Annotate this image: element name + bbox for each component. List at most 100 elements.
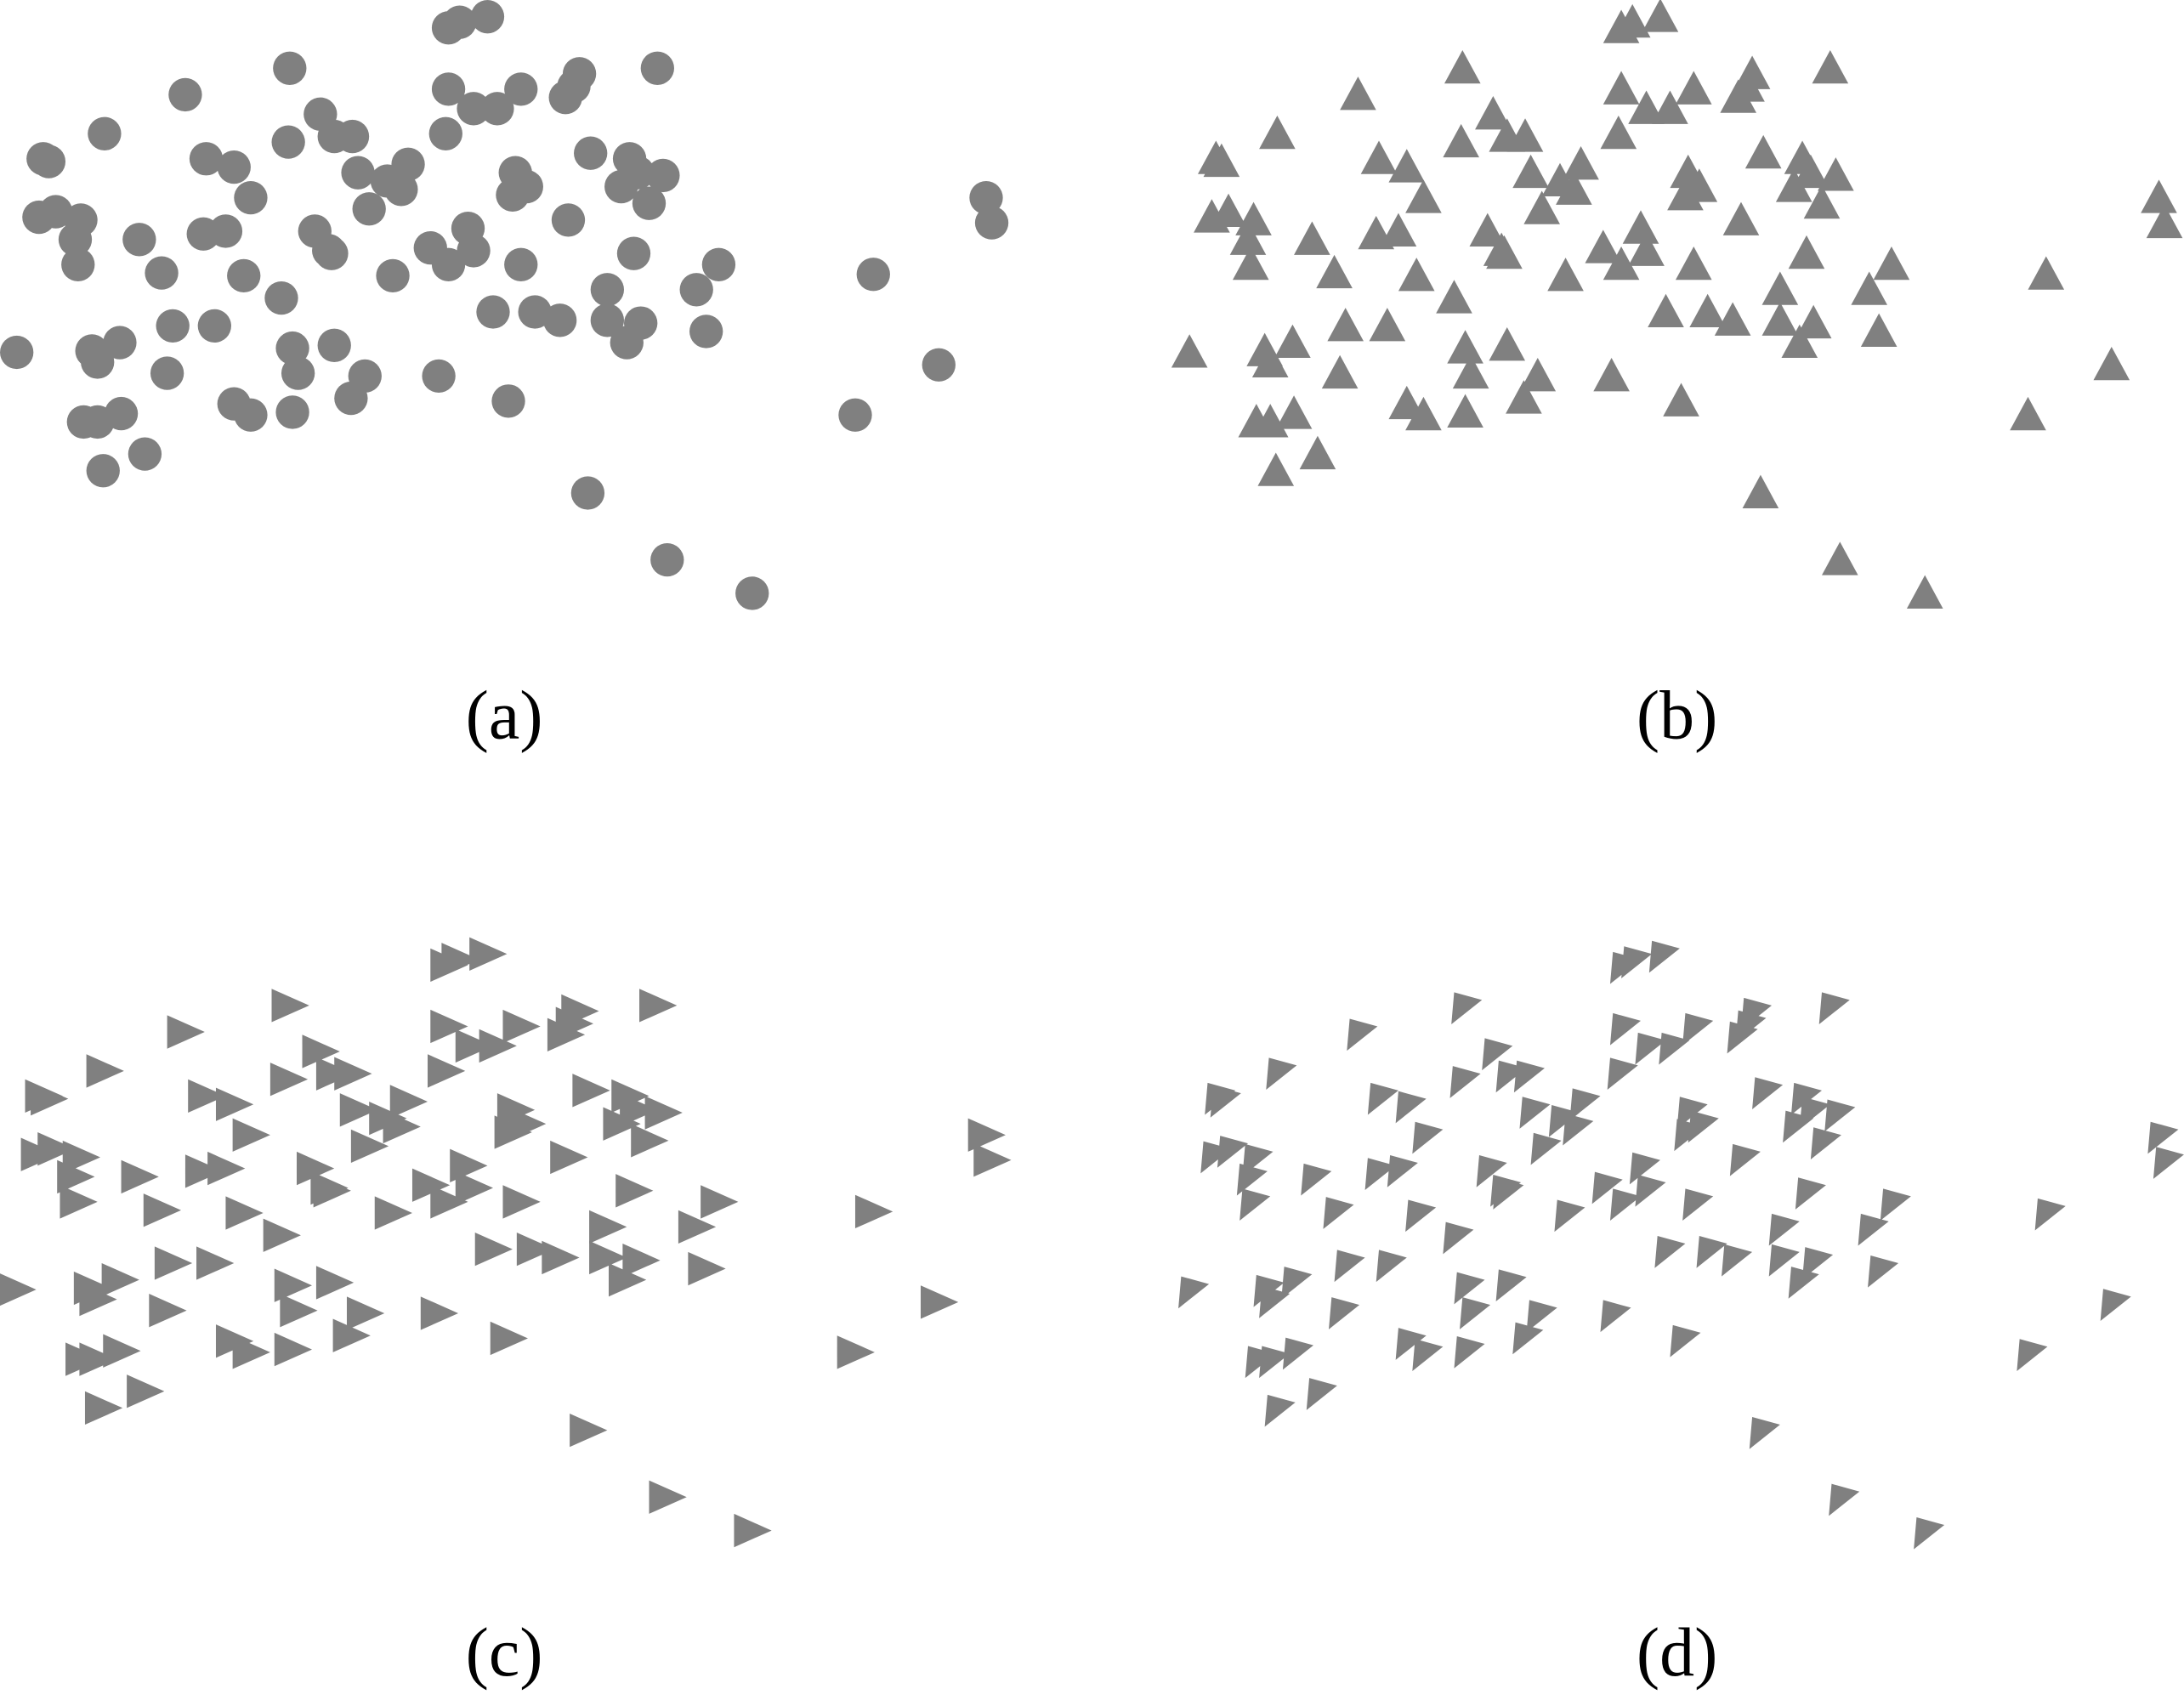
scatter-point-d-83 bbox=[1526, 1300, 1557, 1333]
scatter-point-b-5 bbox=[1340, 77, 1376, 111]
scatter-point-c-35 bbox=[631, 1124, 669, 1158]
scatter-point-b-69 bbox=[1274, 324, 1311, 359]
scatter-point-d-58 bbox=[2147, 1121, 2179, 1154]
scatter-point-b-43 bbox=[1294, 221, 1330, 255]
scatter-point-a-37 bbox=[234, 180, 268, 215]
panel-label-a: (a) bbox=[466, 676, 543, 753]
scatter-point-c-83 bbox=[346, 1296, 385, 1330]
scatter-point-a-55 bbox=[616, 236, 651, 270]
scatter-point-d-35 bbox=[1810, 1127, 1841, 1159]
scatter-point-a-92 bbox=[104, 396, 139, 431]
scatter-point-b-82 bbox=[1321, 354, 1359, 389]
scatter-point-c-1 bbox=[441, 943, 479, 977]
scatter-point-a-3 bbox=[273, 51, 307, 85]
scatter-point-b-4 bbox=[1812, 49, 1849, 84]
scatter-point-b-44 bbox=[1316, 254, 1353, 289]
scatter-point-c-71 bbox=[196, 1246, 235, 1280]
scatter-point-c-4 bbox=[639, 989, 678, 1023]
scatter-point-d-88 bbox=[1454, 1336, 1485, 1369]
scatter-point-b-97 bbox=[1742, 474, 1779, 509]
scatter-point-d-9 bbox=[1682, 1012, 1714, 1046]
scatter-point-b-22 bbox=[1388, 149, 1426, 183]
panel-a: (a) bbox=[0, 0, 1009, 753]
scatter-point-a-43 bbox=[122, 223, 156, 257]
scatter-point-c-47 bbox=[296, 1151, 335, 1186]
scatter-point-c-77 bbox=[542, 1240, 580, 1275]
scatter-point-a-64 bbox=[504, 247, 538, 281]
scatter-point-a-57 bbox=[679, 273, 713, 307]
scatter-point-b-42 bbox=[1232, 246, 1269, 281]
scatter-point-c-43 bbox=[121, 1159, 159, 1194]
scatter-point-b-34 bbox=[1775, 168, 1812, 202]
scatter-point-c-59 bbox=[973, 1143, 1012, 1177]
scatter-point-a-81 bbox=[689, 315, 723, 349]
scatter-point-c-91 bbox=[79, 1342, 117, 1376]
scatter-point-b-31 bbox=[1744, 134, 1782, 169]
scatter-point-c-3 bbox=[271, 989, 309, 1023]
scatter-point-a-66 bbox=[0, 335, 34, 370]
scatter-point-b-88 bbox=[1447, 394, 1483, 428]
scatter-point-d-75 bbox=[1654, 1236, 1686, 1268]
scatter-point-c-63 bbox=[374, 1196, 412, 1230]
scatter-point-d-1 bbox=[1621, 946, 1653, 978]
scatter-point-d-61 bbox=[1405, 1199, 1437, 1233]
scatter-point-c-81 bbox=[688, 1251, 726, 1286]
scatter-point-c-93 bbox=[84, 1391, 123, 1425]
scatter-point-a-93 bbox=[86, 454, 120, 488]
scatter-point-a-58 bbox=[969, 180, 1003, 215]
scatter-point-d-78 bbox=[1768, 1244, 1800, 1277]
scatter-point-b-76 bbox=[1689, 293, 1726, 328]
scatter-point-a-70 bbox=[156, 309, 190, 343]
scatter-point-a-17 bbox=[271, 125, 305, 159]
scatter-point-b-16 bbox=[1475, 96, 1512, 130]
scatter-point-a-15 bbox=[31, 145, 66, 179]
scatter-point-c-46 bbox=[207, 1151, 246, 1186]
scatter-point-d-37 bbox=[1412, 1121, 1444, 1154]
scatter-point-d-74 bbox=[1460, 1297, 1491, 1329]
scatter-point-b-13 bbox=[1259, 115, 1296, 150]
scatter-point-c-73 bbox=[315, 1266, 355, 1300]
scatter-point-a-8 bbox=[480, 92, 514, 126]
scatter-point-c-20 bbox=[427, 1054, 466, 1088]
scatter-point-a-49 bbox=[312, 234, 346, 268]
scatter-point-b-66 bbox=[1171, 334, 1208, 368]
scatter-point-a-60 bbox=[856, 258, 890, 292]
scatter-point-d-82 bbox=[1329, 1297, 1360, 1329]
scatter-point-a-22 bbox=[217, 150, 251, 184]
scatter-point-a-51 bbox=[431, 247, 466, 281]
scatter-point-b-8 bbox=[1652, 90, 1688, 124]
scatter-point-b-30 bbox=[1681, 168, 1718, 202]
scatter-point-c-62 bbox=[263, 1218, 301, 1252]
panel-d: (d) bbox=[1178, 940, 2184, 1691]
scatter-point-d-49 bbox=[1490, 1174, 1522, 1207]
scatter-point-c-26 bbox=[383, 1109, 421, 1144]
scatter-point-c-97 bbox=[570, 1413, 608, 1448]
scatter-point-a-12 bbox=[557, 69, 591, 104]
scatter-point-c-88 bbox=[274, 1332, 313, 1367]
scatter-point-d-12 bbox=[1735, 1010, 1767, 1043]
scatter-point-c-55 bbox=[615, 1174, 654, 1208]
scatter-point-d-20 bbox=[1607, 1057, 1638, 1091]
scatter-point-b-96 bbox=[2010, 396, 2046, 431]
scatter-point-c-76 bbox=[516, 1232, 555, 1267]
scatter-point-c-98 bbox=[649, 1480, 687, 1514]
scatter-point-d-36 bbox=[1799, 1097, 1830, 1129]
scatter-point-a-9 bbox=[504, 72, 538, 106]
scatter-point-c-58 bbox=[967, 1118, 1006, 1152]
scatter-point-c-27 bbox=[350, 1129, 389, 1164]
scatter-point-b-71 bbox=[1369, 308, 1406, 342]
scatter-point-a-33 bbox=[646, 158, 680, 193]
scatter-point-b-51 bbox=[1603, 246, 1640, 281]
scatter-point-c-2 bbox=[469, 937, 508, 971]
scatter-point-b-12 bbox=[1728, 68, 1765, 102]
scatter-point-a-27 bbox=[352, 192, 386, 226]
scatter-point-c-85 bbox=[332, 1318, 371, 1352]
scatter-point-c-45 bbox=[184, 1154, 224, 1188]
scatter-point-d-27 bbox=[1530, 1132, 1562, 1165]
scatter-point-d-94 bbox=[1306, 1378, 1337, 1410]
scatter-point-b-68 bbox=[1251, 343, 1289, 377]
scatter-point-b-99 bbox=[1906, 575, 1943, 609]
scatter-point-a-31 bbox=[574, 136, 608, 170]
scatter-point-a-94 bbox=[128, 437, 162, 471]
scatter-point-c-79 bbox=[608, 1262, 647, 1297]
